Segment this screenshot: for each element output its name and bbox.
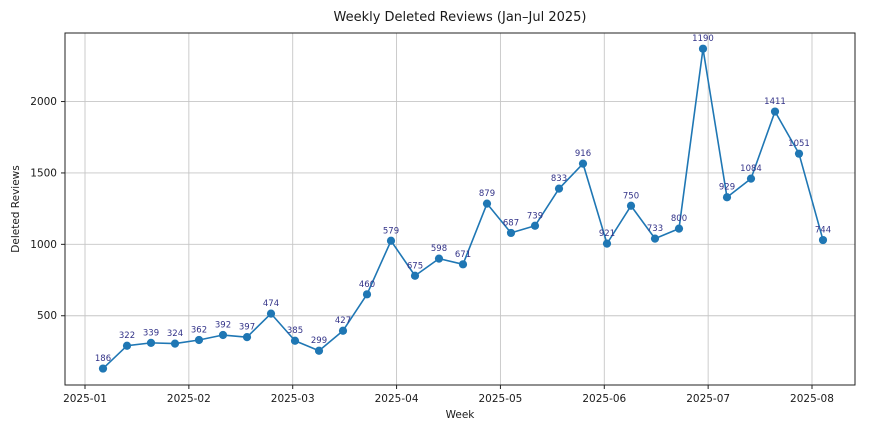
data-point-label: 671 bbox=[455, 250, 471, 260]
data-point bbox=[98, 364, 108, 373]
data-point-label: 397 bbox=[239, 323, 255, 333]
data-point-label: 392 bbox=[215, 321, 231, 331]
data-point-label: 324 bbox=[167, 329, 183, 339]
data-point bbox=[146, 338, 156, 347]
x-tick-label: 2025-07 bbox=[686, 393, 730, 405]
data-point bbox=[794, 149, 804, 158]
data-point-label: 833 bbox=[551, 174, 567, 184]
x-tick-label: 2025-05 bbox=[478, 393, 522, 405]
y-tick-label: 1500 bbox=[30, 167, 57, 179]
x-axis-label: Week bbox=[446, 409, 476, 421]
data-point bbox=[746, 174, 756, 183]
data-point bbox=[410, 271, 420, 280]
data-point bbox=[122, 341, 132, 350]
data-point-label: 186 bbox=[95, 354, 111, 364]
data-point bbox=[602, 239, 612, 248]
data-point-label: 362 bbox=[191, 326, 207, 336]
x-tick-label: 2025-03 bbox=[271, 393, 315, 405]
x-tick-label: 2025-02 bbox=[167, 393, 211, 405]
x-tick-label: 2025-04 bbox=[375, 393, 419, 405]
data-point bbox=[314, 346, 324, 355]
data-point-label: 916 bbox=[575, 149, 591, 159]
plot-border bbox=[64, 32, 856, 386]
data-point-label: 675 bbox=[407, 261, 423, 271]
data-point-label: 427 bbox=[335, 316, 351, 326]
data-point bbox=[266, 309, 276, 318]
data-point-label: 1051 bbox=[788, 139, 810, 149]
y-tick-label: 2000 bbox=[30, 96, 57, 108]
y-tick-label: 500 bbox=[37, 310, 57, 322]
data-point bbox=[434, 254, 444, 263]
data-point bbox=[818, 235, 828, 245]
data-point bbox=[554, 184, 564, 193]
data-line bbox=[102, 47, 824, 370]
y-tick-label: 1000 bbox=[30, 239, 57, 251]
data-point-label: 733 bbox=[647, 224, 663, 234]
data-point bbox=[626, 201, 636, 210]
data-point-label: 921 bbox=[599, 229, 615, 239]
data-point bbox=[722, 193, 732, 202]
data-point-label: 1411 bbox=[764, 97, 786, 107]
data-point bbox=[170, 339, 180, 348]
data-point bbox=[290, 336, 300, 345]
data-point-label: 739 bbox=[527, 211, 543, 221]
data-point-label: 750 bbox=[623, 191, 639, 201]
data-point-label: 385 bbox=[287, 326, 303, 336]
data-point bbox=[650, 234, 660, 243]
data-point-label: 1190 bbox=[692, 34, 714, 44]
data-point bbox=[386, 236, 396, 245]
data-point-label: 299 bbox=[311, 336, 327, 346]
chart-title: Weekly Deleted Reviews (Jan–Jul 2025) bbox=[333, 10, 586, 25]
plot-area: 500 1000 1500 2000 2025-01 2025-02 2025-03 2025… bbox=[30, 32, 856, 405]
data-point bbox=[482, 199, 492, 208]
x-tick-label: 2025-06 bbox=[582, 393, 626, 405]
data-point bbox=[506, 228, 516, 238]
data-point-label: 1084 bbox=[740, 164, 762, 174]
data-point-label: 687 bbox=[503, 218, 519, 228]
data-point-label: 460 bbox=[359, 280, 375, 290]
data-point bbox=[242, 333, 252, 342]
data-point bbox=[530, 221, 540, 230]
data-point bbox=[578, 159, 588, 168]
data-point bbox=[194, 335, 204, 345]
data-point bbox=[674, 224, 684, 233]
x-tick-label: 2025-01 bbox=[63, 393, 107, 405]
data-point-label: 474 bbox=[263, 299, 279, 309]
data-point bbox=[698, 44, 708, 53]
data-point-label: 800 bbox=[671, 214, 687, 224]
data-point-label: 339 bbox=[143, 328, 159, 338]
data-point bbox=[458, 260, 468, 269]
data-point bbox=[338, 326, 348, 335]
data-point-label: 744 bbox=[815, 226, 831, 236]
data-point bbox=[362, 290, 372, 299]
data-point-label: 322 bbox=[119, 331, 135, 341]
data-point-label: 929 bbox=[719, 183, 735, 193]
x-tick-label: 2025-08 bbox=[790, 393, 834, 405]
data-point bbox=[770, 107, 780, 116]
data-point-label: 879 bbox=[479, 189, 495, 199]
data-point-label: 598 bbox=[431, 244, 447, 254]
data-point-label: 579 bbox=[383, 226, 399, 236]
data-point bbox=[218, 330, 228, 340]
y-axis-label: Deleted Reviews bbox=[10, 165, 22, 252]
